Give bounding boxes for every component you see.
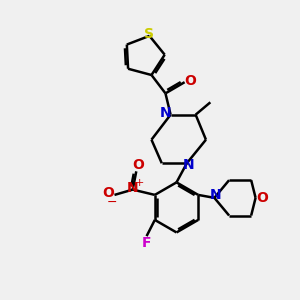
Text: N: N bbox=[160, 106, 171, 120]
Text: O: O bbox=[256, 191, 268, 205]
Text: O: O bbox=[132, 158, 144, 172]
Text: +: + bbox=[134, 178, 144, 188]
Text: −: − bbox=[107, 196, 117, 209]
Text: F: F bbox=[142, 236, 151, 250]
Text: S: S bbox=[144, 27, 154, 41]
Text: O: O bbox=[184, 74, 196, 88]
Text: N: N bbox=[210, 188, 222, 203]
Text: O: O bbox=[102, 186, 114, 200]
Text: N: N bbox=[182, 158, 194, 172]
Text: N: N bbox=[127, 181, 139, 195]
